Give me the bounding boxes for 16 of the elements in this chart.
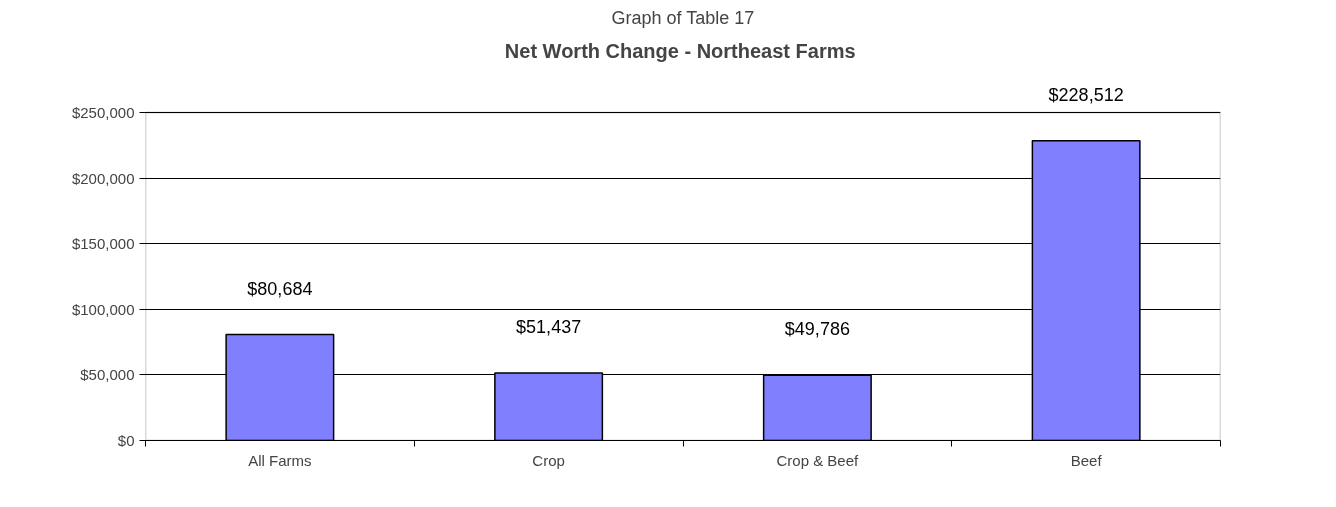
data-label: $49,786 [784, 319, 850, 340]
y-tick-label: $150,000 [71, 235, 135, 253]
y-tick-label: $250,000 [71, 103, 135, 121]
x-tick-label: Crop [532, 451, 565, 469]
data-label: $51,437 [516, 317, 582, 337]
y-tick-label: $100,000 [71, 300, 135, 318]
y-tick-label: $200,000 [71, 169, 135, 187]
x-tick-label: Crop & Beef [776, 451, 860, 469]
data-label: $228,512 [1048, 84, 1124, 105]
data-label: $80,684 [247, 278, 313, 299]
x-tick-label: Beef [1070, 451, 1103, 469]
y-tick-label: $0 [117, 432, 135, 449]
y-tick-label: $50,000 [80, 366, 135, 384]
chart-subtitle: Net Worth Change - Northeast Farms [504, 39, 856, 62]
x-tick-label: All Farms [248, 451, 312, 469]
chart-title: Graph of Table 17 [611, 7, 755, 28]
